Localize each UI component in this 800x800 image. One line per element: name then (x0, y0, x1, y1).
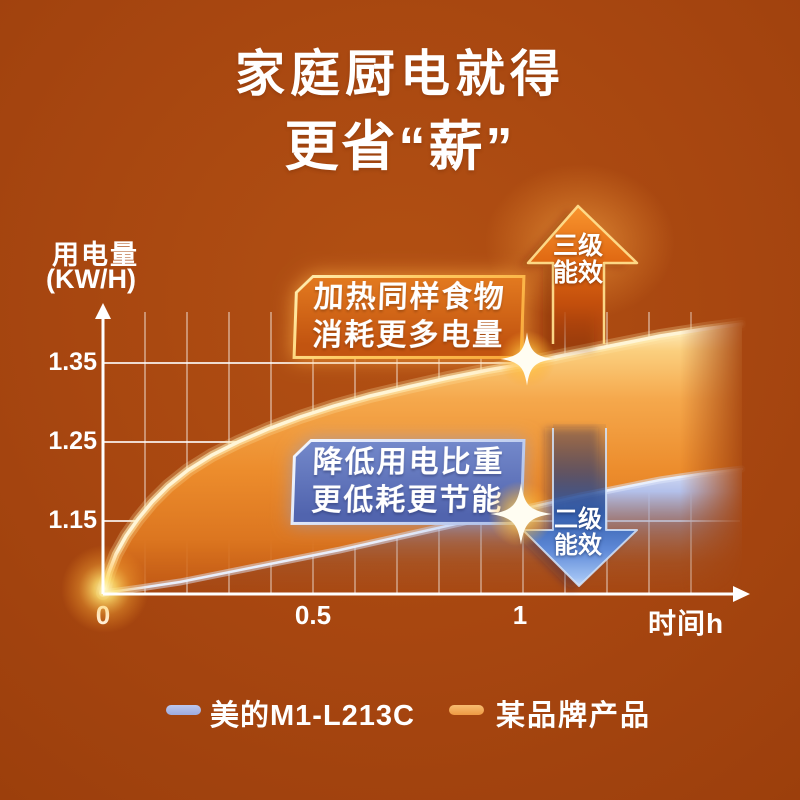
sparkle-icon (488, 481, 554, 547)
y-axis-title-line2: (KW/H) (46, 264, 136, 294)
badge-energy-level-2: 二级 能效 (528, 507, 628, 559)
legend-swatch-midea (166, 705, 201, 715)
down-arrow (523, 424, 637, 586)
x-tick-0-5: 0.5 (294, 600, 332, 630)
origin-glow (61, 545, 149, 633)
up-arrow (528, 206, 637, 347)
up-arrow-outline (526, 204, 639, 344)
callout-midea-line2: 更低耗更节能 (310, 484, 504, 517)
sparkle-icon (498, 330, 556, 388)
y-axis-title-line1: 用电量 (52, 240, 139, 270)
x-axis-arrowhead (733, 586, 750, 602)
callout-competitor-line2: 消耗更多电量 (311, 319, 505, 352)
y-axis-arrowhead (95, 303, 111, 319)
legend-label-midea: 美的M1-L213C (210, 700, 415, 732)
y-tick-1-15: 1.15 (48, 506, 97, 534)
x-axis-label: 时间h (648, 608, 725, 639)
y-tick-1-25: 1.25 (48, 427, 97, 455)
competitor-curve-core (101, 322, 744, 595)
midea-curve-core (101, 467, 744, 595)
down-arrow-outline (522, 428, 638, 587)
badge-down-line2: 能效 (554, 532, 602, 559)
page-title-line2: 更省“薪” (284, 117, 516, 177)
x-tick-1: 1 (512, 600, 528, 630)
badge-energy-level-3: 三级 能效 (528, 233, 628, 287)
legend-label-competitor: 某品牌产品 (496, 700, 652, 732)
page-title-line1: 家庭厨电就得 (235, 46, 565, 102)
badge-up-line2: 能效 (552, 259, 603, 287)
badge-down-line1: 二级 (554, 506, 602, 533)
y-tick-1-35: 1.35 (48, 348, 97, 376)
legend-swatch-competitor (449, 705, 484, 715)
callout-competitor-line1: 加热同样食物 (313, 281, 507, 314)
badge-up-line1: 三级 (552, 232, 603, 260)
